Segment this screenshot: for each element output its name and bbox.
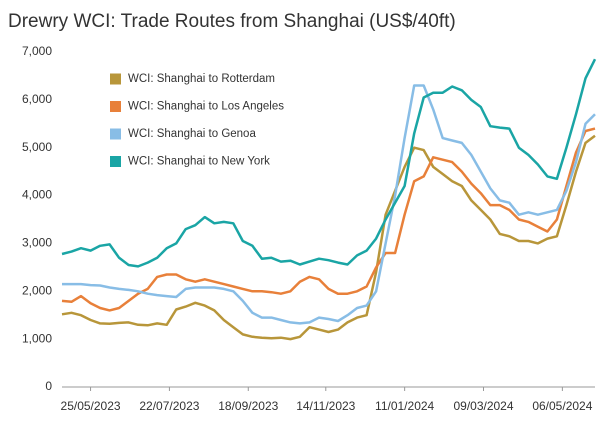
y-tick-label: 5,000 bbox=[22, 140, 52, 154]
x-tick-label: 11/01/2024 bbox=[375, 399, 434, 413]
x-tick-label: 14/11/2023 bbox=[296, 399, 355, 413]
series-line bbox=[61, 127, 596, 312]
x-tick-label: 06/05/2024 bbox=[532, 399, 592, 413]
x-tick-label: 25/05/2023 bbox=[61, 399, 121, 413]
y-tick-label: 3,000 bbox=[22, 236, 52, 250]
legend-label: WCI: Shanghai to New York bbox=[128, 156, 270, 168]
x-tick-label: 18/09/2023 bbox=[218, 399, 278, 413]
x-tick-label: 22/07/2023 bbox=[139, 399, 199, 413]
y-tick-label: 2,000 bbox=[22, 283, 52, 297]
y-tick-label: 4,000 bbox=[22, 188, 52, 202]
chart-title: Drewry WCI: Trade Routes from Shanghai (… bbox=[8, 11, 456, 32]
legend-label: WCI: Shanghai to Rotterdam bbox=[128, 73, 275, 85]
series-line bbox=[62, 84, 596, 325]
legend-label: WCI: Shanghai to Genoa bbox=[128, 128, 256, 140]
series-line bbox=[61, 134, 596, 341]
y-tick-label: 0 bbox=[45, 379, 52, 393]
series-line bbox=[61, 58, 597, 268]
x-tick-label: 09/03/2024 bbox=[453, 399, 513, 413]
legend-swatch bbox=[110, 73, 121, 85]
legend-swatch bbox=[110, 156, 121, 167]
y-tick-label: 1,000 bbox=[22, 331, 52, 345]
legend-label: WCI: Shanghai to Los Angeles bbox=[128, 101, 284, 113]
legend-swatch bbox=[110, 128, 121, 140]
legend-swatch bbox=[110, 101, 121, 112]
y-tick-label: 6,000 bbox=[22, 92, 52, 106]
y-tick-label: 7,000 bbox=[22, 44, 52, 58]
